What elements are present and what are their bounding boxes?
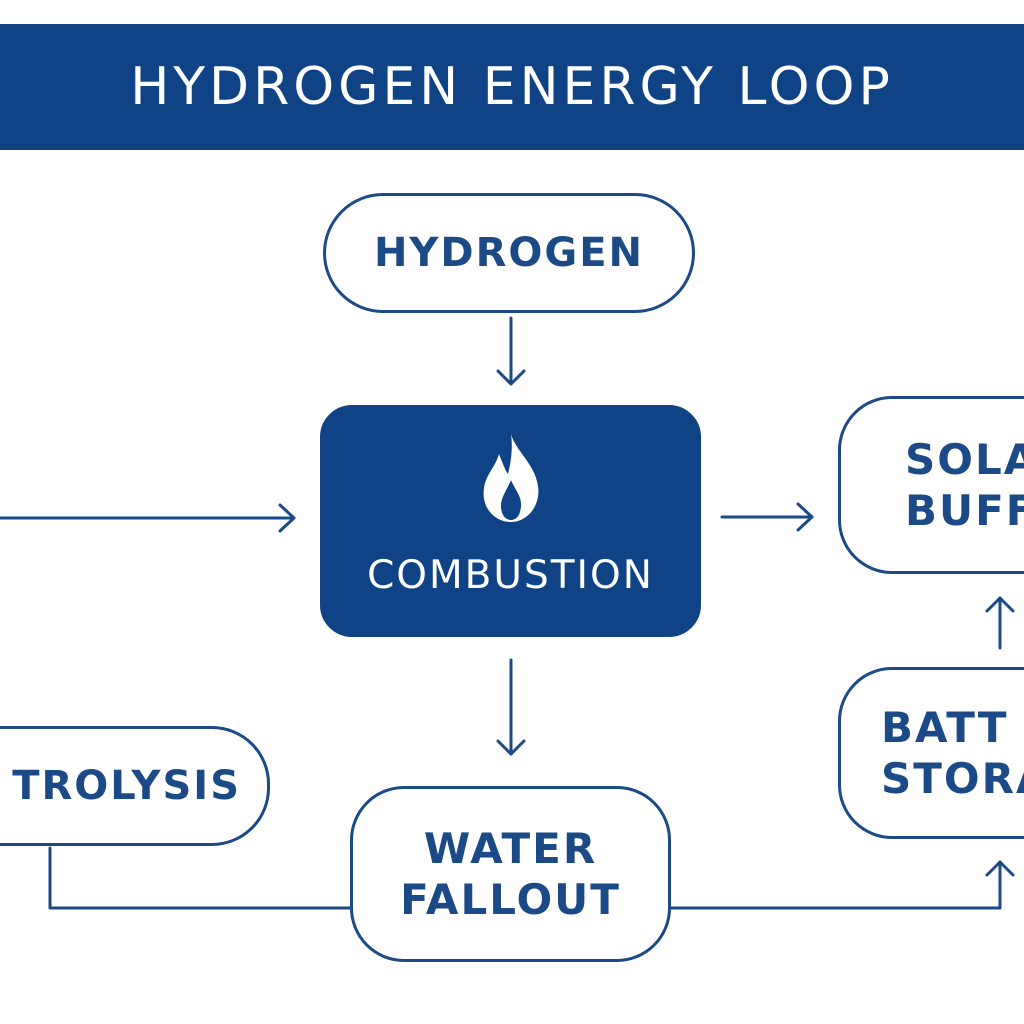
node-battery-storage-line1: BATT (881, 702, 1009, 752)
title-banner: HYDROGEN ENERGY LOOP (0, 24, 1024, 150)
node-electrolysis: TROLYSIS (0, 726, 270, 846)
node-solar-buffer-line2: BUFF (905, 486, 1024, 535)
node-water-fallout: WATER FALLOUT (350, 786, 671, 962)
arrowhead-right (796, 502, 814, 532)
arrowhead-down (496, 369, 526, 386)
arrow-water-fallout-to-battery (669, 860, 1002, 910)
node-battery-storage: BATT STORA (838, 667, 1024, 839)
node-solar-buffer-line1: SOLA (905, 434, 1024, 484)
node-electrolysis-label: TROLYSIS (12, 762, 241, 809)
arrowhead-up (985, 860, 1015, 877)
node-hydrogen-label: HYDROGEN (373, 229, 645, 276)
node-hydrogen: HYDROGEN (323, 193, 695, 313)
flame-icon (483, 434, 538, 522)
node-water-fallout-line1: WATER (423, 823, 598, 873)
diagram-title: HYDROGEN ENERGY LOOP (130, 57, 894, 117)
node-solar-buffer: SOLA BUFF (838, 396, 1024, 574)
arrowhead-up (985, 596, 1015, 613)
node-water-fallout-line2: FALLOUT (400, 875, 621, 924)
node-combustion-label: COMBUSTION (367, 553, 654, 598)
node-battery-storage-line2: STORA (881, 754, 1024, 803)
arrowhead-down (496, 739, 526, 756)
line-electrolysis-to-water-fallout (48, 846, 354, 910)
arrowhead-right (278, 503, 296, 533)
node-combustion: COMBUSTION (320, 405, 701, 637)
